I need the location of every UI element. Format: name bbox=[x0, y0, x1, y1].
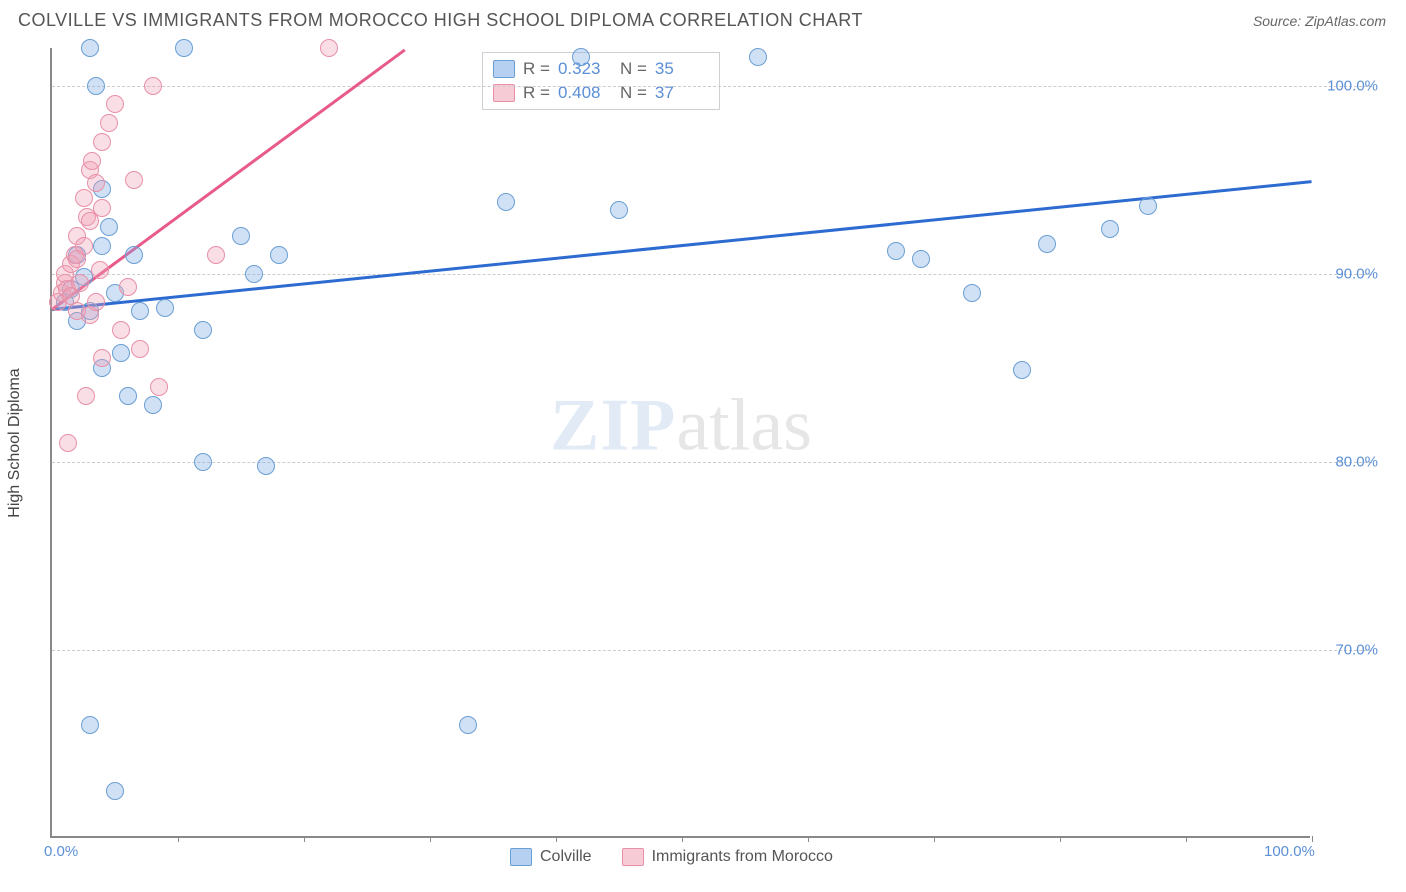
data-point bbox=[106, 782, 124, 800]
x-tick-label: 100.0% bbox=[1264, 843, 1315, 860]
data-point bbox=[459, 716, 477, 734]
data-point bbox=[119, 387, 137, 405]
data-point bbox=[610, 201, 628, 219]
swatch-pink bbox=[493, 84, 515, 102]
x-tick-mark bbox=[430, 836, 431, 842]
data-point bbox=[1013, 361, 1031, 379]
y-tick-label: 70.0% bbox=[1335, 641, 1378, 658]
data-point bbox=[112, 321, 130, 339]
data-point bbox=[100, 114, 118, 132]
data-point bbox=[175, 39, 193, 57]
y-axis-label: High School Diploma bbox=[6, 368, 24, 517]
data-point bbox=[497, 193, 515, 211]
data-point bbox=[119, 278, 137, 296]
data-point bbox=[1101, 220, 1119, 238]
data-point bbox=[81, 716, 99, 734]
legend-label: Immigrants from Morocco bbox=[652, 848, 833, 866]
data-point bbox=[194, 453, 212, 471]
source-attribution: Source: ZipAtlas.com bbox=[1253, 13, 1386, 29]
x-tick-mark bbox=[682, 836, 683, 842]
data-point bbox=[245, 265, 263, 283]
r-label: R = bbox=[523, 59, 550, 79]
data-point bbox=[100, 218, 118, 236]
data-point bbox=[131, 302, 149, 320]
data-point bbox=[87, 293, 105, 311]
data-point bbox=[144, 77, 162, 95]
data-point bbox=[91, 261, 109, 279]
data-point bbox=[963, 284, 981, 302]
data-point bbox=[93, 349, 111, 367]
data-point bbox=[749, 48, 767, 66]
data-point bbox=[83, 152, 101, 170]
trend-line bbox=[52, 180, 1312, 311]
data-point bbox=[270, 246, 288, 264]
data-point bbox=[887, 242, 905, 260]
data-point bbox=[572, 48, 590, 66]
watermark-zip: ZIP bbox=[550, 385, 676, 467]
legend-item: Immigrants from Morocco bbox=[622, 848, 833, 866]
y-tick-label: 100.0% bbox=[1327, 77, 1378, 94]
data-point bbox=[93, 199, 111, 217]
data-point bbox=[207, 246, 225, 264]
plot-area: ZIPatlas R =0.323N =35R =0.408N =37 70.0… bbox=[50, 48, 1310, 838]
gridline-h bbox=[52, 86, 1372, 87]
stats-box: R =0.323N =35R =0.408N =37 bbox=[482, 52, 720, 110]
data-point bbox=[257, 457, 275, 475]
data-point bbox=[194, 321, 212, 339]
gridline-h bbox=[52, 462, 1372, 463]
x-tick-mark bbox=[1186, 836, 1187, 842]
chart-container: High School Diploma ZIPatlas R =0.323N =… bbox=[50, 48, 1380, 838]
data-point bbox=[320, 39, 338, 57]
x-tick-mark bbox=[1312, 836, 1313, 842]
y-tick-label: 90.0% bbox=[1335, 265, 1378, 282]
x-tick-label: 0.0% bbox=[44, 843, 78, 860]
x-tick-mark bbox=[178, 836, 179, 842]
swatch-pink bbox=[622, 848, 644, 866]
data-point bbox=[71, 274, 89, 292]
watermark-atlas: atlas bbox=[676, 385, 812, 467]
x-tick-mark bbox=[304, 836, 305, 842]
data-point bbox=[81, 39, 99, 57]
swatch-blue bbox=[493, 60, 515, 78]
data-point bbox=[156, 299, 174, 317]
data-point bbox=[125, 246, 143, 264]
data-point bbox=[112, 344, 130, 362]
data-point bbox=[93, 237, 111, 255]
data-point bbox=[150, 378, 168, 396]
x-tick-mark bbox=[1060, 836, 1061, 842]
data-point bbox=[106, 95, 124, 113]
x-tick-mark bbox=[934, 836, 935, 842]
data-point bbox=[87, 77, 105, 95]
data-point bbox=[125, 171, 143, 189]
swatch-blue bbox=[510, 848, 532, 866]
data-point bbox=[912, 250, 930, 268]
n-label: N = bbox=[620, 59, 647, 79]
stats-row: R =0.323N =35 bbox=[493, 57, 709, 81]
gridline-h bbox=[52, 650, 1372, 651]
x-tick-mark bbox=[556, 836, 557, 842]
data-point bbox=[75, 237, 93, 255]
chart-title: COLVILLE VS IMMIGRANTS FROM MOROCCO HIGH… bbox=[18, 10, 863, 31]
data-point bbox=[131, 340, 149, 358]
stats-row: R =0.408N =37 bbox=[493, 81, 709, 105]
watermark: ZIPatlas bbox=[550, 384, 812, 469]
y-tick-label: 80.0% bbox=[1335, 453, 1378, 470]
data-point bbox=[1139, 197, 1157, 215]
data-point bbox=[75, 189, 93, 207]
n-value: 35 bbox=[655, 59, 709, 79]
data-point bbox=[93, 133, 111, 151]
legend-label: Colville bbox=[540, 848, 592, 866]
x-tick-mark bbox=[808, 836, 809, 842]
data-point bbox=[144, 396, 162, 414]
legend: Colville Immigrants from Morocco bbox=[510, 848, 833, 866]
data-point bbox=[77, 387, 95, 405]
data-point bbox=[1038, 235, 1056, 253]
data-point bbox=[232, 227, 250, 245]
chart-header: COLVILLE VS IMMIGRANTS FROM MOROCCO HIGH… bbox=[0, 0, 1406, 39]
legend-item: Colville bbox=[510, 848, 592, 866]
data-point bbox=[59, 434, 77, 452]
data-point bbox=[87, 174, 105, 192]
